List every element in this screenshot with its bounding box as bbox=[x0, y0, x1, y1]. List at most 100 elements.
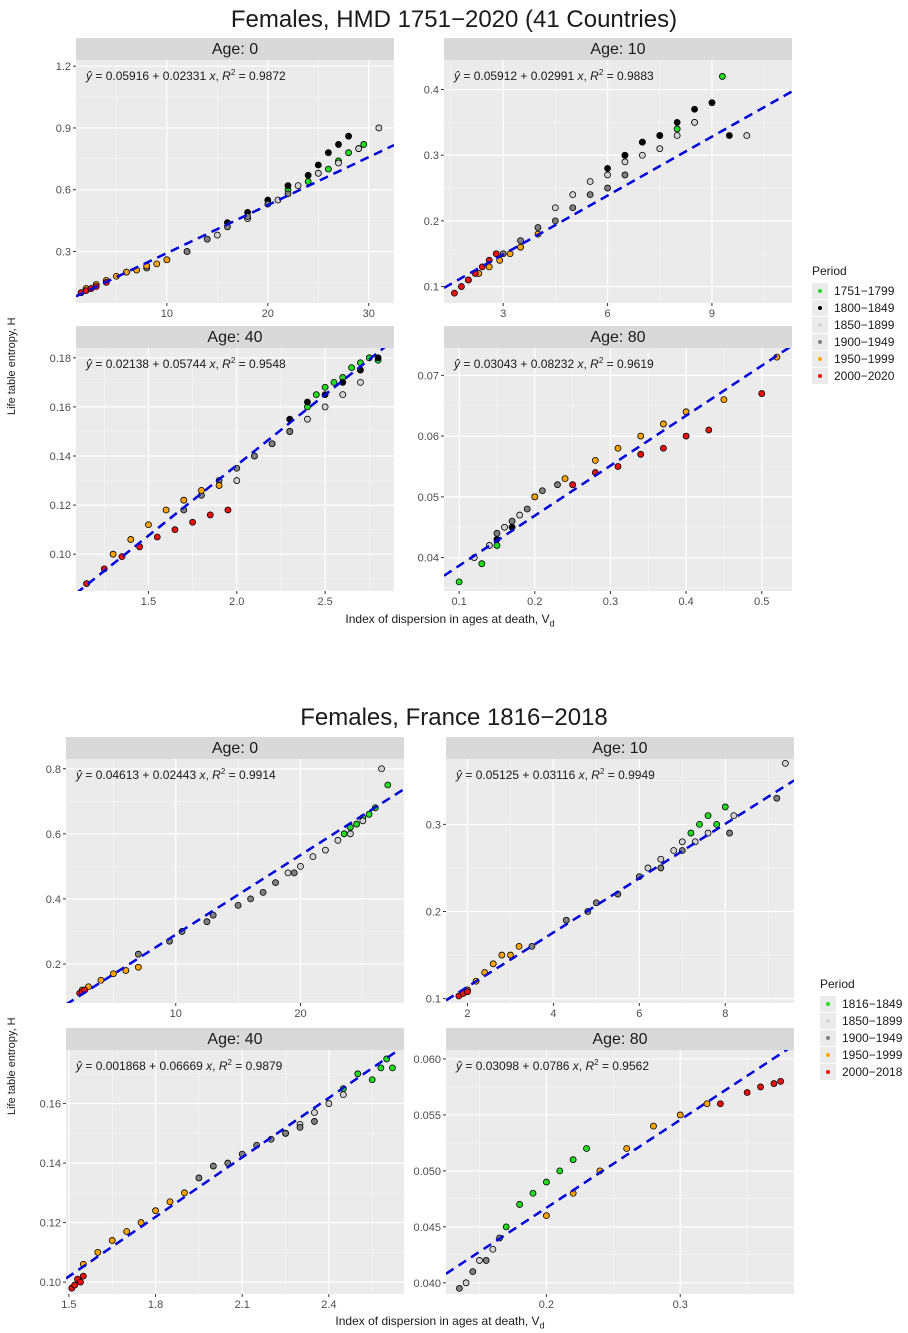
data-point bbox=[374, 354, 382, 362]
equation-text: , bbox=[216, 357, 223, 371]
points-layer bbox=[76, 765, 392, 997]
facet-title: Age: 10 bbox=[590, 41, 645, 58]
data-point bbox=[531, 493, 539, 501]
equation-r: R bbox=[219, 1059, 228, 1073]
data-point bbox=[691, 118, 698, 126]
data-point bbox=[282, 1129, 289, 1137]
legend-item: 1850−1899 bbox=[812, 316, 894, 333]
legend-dot bbox=[826, 1035, 830, 1040]
equation-r: R bbox=[591, 768, 600, 782]
equation-text: + bbox=[519, 1059, 533, 1073]
y-tick-label: 0.06 bbox=[418, 431, 439, 443]
data-point bbox=[614, 444, 622, 452]
data-point bbox=[304, 398, 311, 406]
equation-text: = bbox=[460, 357, 474, 371]
y-tick-label: 0.12 bbox=[40, 1218, 61, 1230]
figure-france: Females, France 1816−2018 Age: 0 10 20 0.2 0… bbox=[0, 700, 908, 1333]
equation-r: R bbox=[222, 357, 231, 371]
equation-slope: 0.02443 bbox=[153, 768, 197, 782]
panel-age-10: Age: 10 2 4 6 8 0.1 0.2 0.3 ŷ = 0.05125 + 0.0311… bbox=[426, 737, 794, 1020]
facet-strip bbox=[444, 38, 792, 60]
data-point bbox=[644, 864, 652, 872]
y-tick-label: 1.2 bbox=[56, 61, 71, 73]
equation-text: = bbox=[235, 69, 249, 83]
data-point bbox=[247, 895, 254, 903]
y-tick-label: 0.3 bbox=[426, 819, 441, 831]
data-point bbox=[478, 560, 486, 568]
data-point bbox=[297, 862, 304, 870]
y-tick-label: 0.10 bbox=[40, 1277, 61, 1289]
data-point bbox=[377, 1064, 385, 1072]
equation-text: = bbox=[599, 1059, 613, 1073]
x-tick-label: 20 bbox=[294, 1008, 306, 1020]
data-point bbox=[743, 1089, 751, 1096]
data-point bbox=[721, 803, 729, 811]
regression-equation: ŷ = 0.001868 + 0.06669 x, R2 = 0.9879 bbox=[75, 1058, 283, 1073]
equation-x: x bbox=[574, 357, 584, 371]
data-point bbox=[586, 191, 594, 199]
legend-title: Period bbox=[820, 977, 855, 991]
data-point bbox=[345, 132, 352, 140]
equation-x: x bbox=[575, 768, 585, 782]
equation-slope: 0.08232 bbox=[531, 357, 575, 371]
data-point bbox=[501, 523, 508, 531]
legend-title: Period bbox=[812, 264, 847, 278]
equation-text: , bbox=[212, 1059, 219, 1073]
regression-line bbox=[66, 1050, 401, 1280]
x-tick-label: 4 bbox=[550, 1008, 556, 1020]
equation-x: x bbox=[574, 69, 584, 83]
data-point bbox=[758, 390, 766, 397]
data-point bbox=[286, 428, 294, 435]
legend-key bbox=[812, 350, 828, 367]
regression-equation: ŷ = 0.03043 + 0.08232 x, R2 = 0.9619 bbox=[453, 356, 654, 371]
data-point bbox=[163, 256, 171, 264]
data-point bbox=[638, 151, 646, 159]
data-point bbox=[770, 1080, 778, 1087]
data-point bbox=[365, 810, 373, 818]
data-point bbox=[354, 1070, 362, 1078]
legend-label: 2000−2018 bbox=[842, 1064, 903, 1079]
data-point bbox=[670, 847, 678, 854]
legend-label: 1816−1849 bbox=[842, 996, 903, 1011]
data-point bbox=[290, 869, 298, 877]
data-point bbox=[614, 463, 622, 470]
data-point bbox=[673, 132, 681, 139]
data-point bbox=[312, 391, 320, 399]
data-point bbox=[455, 578, 463, 586]
y-tick-label: 0.2 bbox=[426, 907, 441, 919]
y-tick-label: 0.18 bbox=[50, 353, 71, 365]
equation-r: R bbox=[585, 1059, 594, 1073]
equation-slope: 0.03116 bbox=[533, 768, 576, 782]
legend-item: 1900−1949 bbox=[812, 333, 894, 350]
data-point bbox=[389, 1064, 396, 1072]
data-point bbox=[340, 830, 348, 838]
data-point bbox=[657, 864, 665, 872]
equation-yhat: ŷ bbox=[455, 768, 463, 782]
data-point bbox=[682, 432, 690, 440]
equation-intercept: 0.03098 bbox=[476, 1059, 520, 1073]
data-point bbox=[334, 836, 342, 844]
equation-yhat: ŷ bbox=[455, 1059, 463, 1073]
regression-line bbox=[77, 348, 386, 591]
equation-text: + bbox=[146, 1059, 160, 1073]
data-point bbox=[357, 378, 364, 386]
y-tick-label: 0.9 bbox=[56, 123, 71, 135]
x-tick-label: 10 bbox=[170, 1008, 182, 1020]
legend-item: 1900−1949 bbox=[820, 1029, 902, 1046]
data-point bbox=[203, 235, 211, 243]
data-point bbox=[508, 517, 516, 525]
legend-label: 1950−1999 bbox=[834, 351, 895, 366]
panel-age-40: Age: 40 1.5 2.0 2.5 0.10 0.12 0.14 0.16 0.18 ŷ = … bbox=[50, 326, 394, 608]
data-point bbox=[181, 1189, 188, 1197]
data-point bbox=[621, 171, 629, 179]
equation-slope: 0.02331 bbox=[163, 69, 207, 83]
equation-x: x bbox=[203, 1059, 213, 1073]
facet-strip bbox=[444, 326, 792, 348]
legend-key bbox=[812, 316, 828, 333]
data-point bbox=[673, 125, 681, 133]
data-point bbox=[198, 486, 205, 494]
equation-r: R bbox=[212, 768, 221, 782]
equation-yhat: ŷ bbox=[85, 69, 93, 83]
data-point bbox=[517, 243, 524, 251]
data-point bbox=[284, 182, 292, 190]
